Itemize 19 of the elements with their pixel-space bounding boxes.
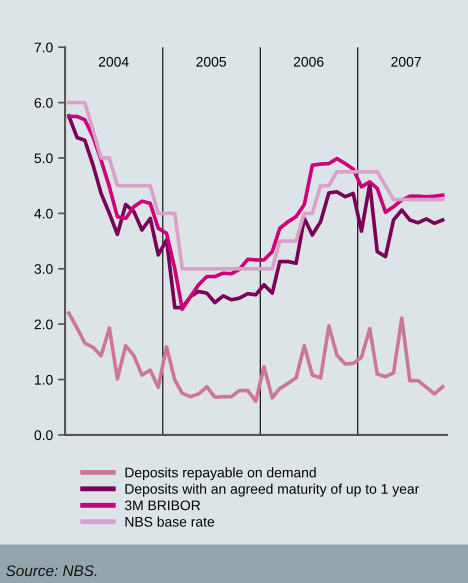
y-tick-label: 0.0 bbox=[34, 430, 53, 440]
line-series bbox=[66, 311, 444, 403]
legend-label: Deposits repayable on demand bbox=[126, 467, 316, 480]
y-tick-label: 2.0 bbox=[34, 319, 53, 330]
legend-label: NBS base rate bbox=[126, 516, 214, 527]
line-series bbox=[66, 100, 444, 271]
y-tick-label: 5.0 bbox=[34, 153, 53, 164]
x-tick-label: 2007 bbox=[391, 56, 421, 67]
y-tick-label: 4.0 bbox=[34, 208, 53, 219]
y-tick-label: 6.0 bbox=[34, 98, 53, 108]
x-tick-label: 2006 bbox=[294, 56, 324, 67]
legend-label: 3M BRIBOR bbox=[124, 500, 200, 510]
y-tick-label: 7.0 bbox=[34, 42, 53, 52]
legend-label: Deposits with an agreed maturity of up to 1 year bbox=[126, 484, 420, 497]
source-note: Source: NBS. bbox=[6, 565, 96, 576]
y-tick-label: 3.0 bbox=[34, 264, 53, 274]
x-tick-label: 2005 bbox=[196, 56, 226, 67]
x-tick-label: 2004 bbox=[98, 56, 129, 67]
y-tick-label: 1.0 bbox=[35, 374, 53, 385]
